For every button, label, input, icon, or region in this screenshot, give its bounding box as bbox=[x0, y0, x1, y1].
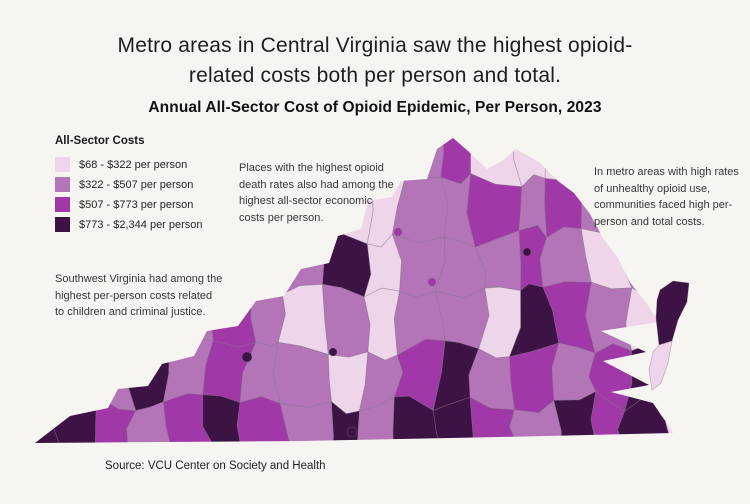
county-cell bbox=[52, 392, 98, 443]
county-cell bbox=[50, 138, 103, 182]
county-cell bbox=[657, 179, 673, 232]
county-cell bbox=[54, 237, 102, 301]
county-cell bbox=[623, 227, 667, 295]
county-cell bbox=[46, 170, 102, 244]
county-cell bbox=[135, 138, 180, 188]
county-cell bbox=[621, 171, 663, 244]
county-cell bbox=[130, 236, 175, 299]
county-cell bbox=[202, 229, 253, 290]
county-cell bbox=[440, 138, 474, 185]
county-cell bbox=[325, 172, 374, 245]
county-cell bbox=[330, 400, 362, 443]
county-cell bbox=[35, 138, 56, 178]
county-cell bbox=[210, 171, 258, 248]
county-cell bbox=[163, 285, 214, 346]
county-cell bbox=[316, 138, 371, 184]
county-cell bbox=[206, 138, 258, 192]
city-dot bbox=[522, 247, 532, 257]
county-cell bbox=[391, 138, 445, 181]
county-cell bbox=[621, 138, 667, 188]
county-cell bbox=[52, 349, 98, 404]
county-cell bbox=[356, 138, 406, 182]
county-cell bbox=[281, 226, 327, 295]
county-cell bbox=[172, 138, 212, 193]
city-dot bbox=[427, 277, 437, 287]
county-cell bbox=[286, 178, 331, 233]
county-cell bbox=[93, 232, 139, 303]
eastern-shore-south bbox=[648, 340, 673, 391]
county-cell bbox=[357, 396, 395, 443]
county-cell bbox=[283, 138, 331, 184]
county-cell bbox=[135, 172, 178, 247]
county-cell bbox=[248, 138, 294, 184]
county-cell bbox=[35, 238, 59, 299]
eastern-shore-north bbox=[655, 280, 690, 346]
city-dot bbox=[328, 347, 338, 357]
county-cell bbox=[588, 138, 628, 174]
county-cell bbox=[544, 138, 599, 182]
county-cell bbox=[94, 395, 137, 443]
county-cell bbox=[35, 285, 60, 358]
county-cell bbox=[93, 138, 145, 187]
county-cell bbox=[163, 229, 217, 292]
city-dot bbox=[241, 351, 253, 363]
county-cell bbox=[126, 344, 170, 412]
county-cell bbox=[236, 396, 295, 443]
county-cell bbox=[163, 393, 218, 443]
city-dot bbox=[393, 227, 403, 237]
county-cell bbox=[657, 138, 673, 188]
county-cell bbox=[35, 336, 58, 407]
county-cell bbox=[132, 290, 170, 354]
county-cell bbox=[88, 345, 137, 411]
county-mosaic bbox=[35, 138, 673, 443]
county-cell bbox=[54, 288, 102, 357]
county-cell bbox=[93, 177, 140, 247]
city-dot bbox=[346, 426, 358, 438]
county-cell bbox=[551, 342, 597, 401]
county-cell bbox=[171, 172, 217, 238]
county-cell bbox=[509, 399, 562, 443]
county-cell bbox=[126, 401, 174, 443]
county-cell bbox=[202, 394, 244, 443]
county-cell bbox=[657, 221, 673, 291]
county-cell bbox=[249, 170, 295, 249]
county-cell bbox=[585, 281, 633, 354]
county-cell bbox=[279, 401, 334, 443]
county-cell bbox=[250, 231, 291, 295]
county-cell bbox=[35, 173, 59, 245]
county-cell bbox=[87, 294, 135, 354]
